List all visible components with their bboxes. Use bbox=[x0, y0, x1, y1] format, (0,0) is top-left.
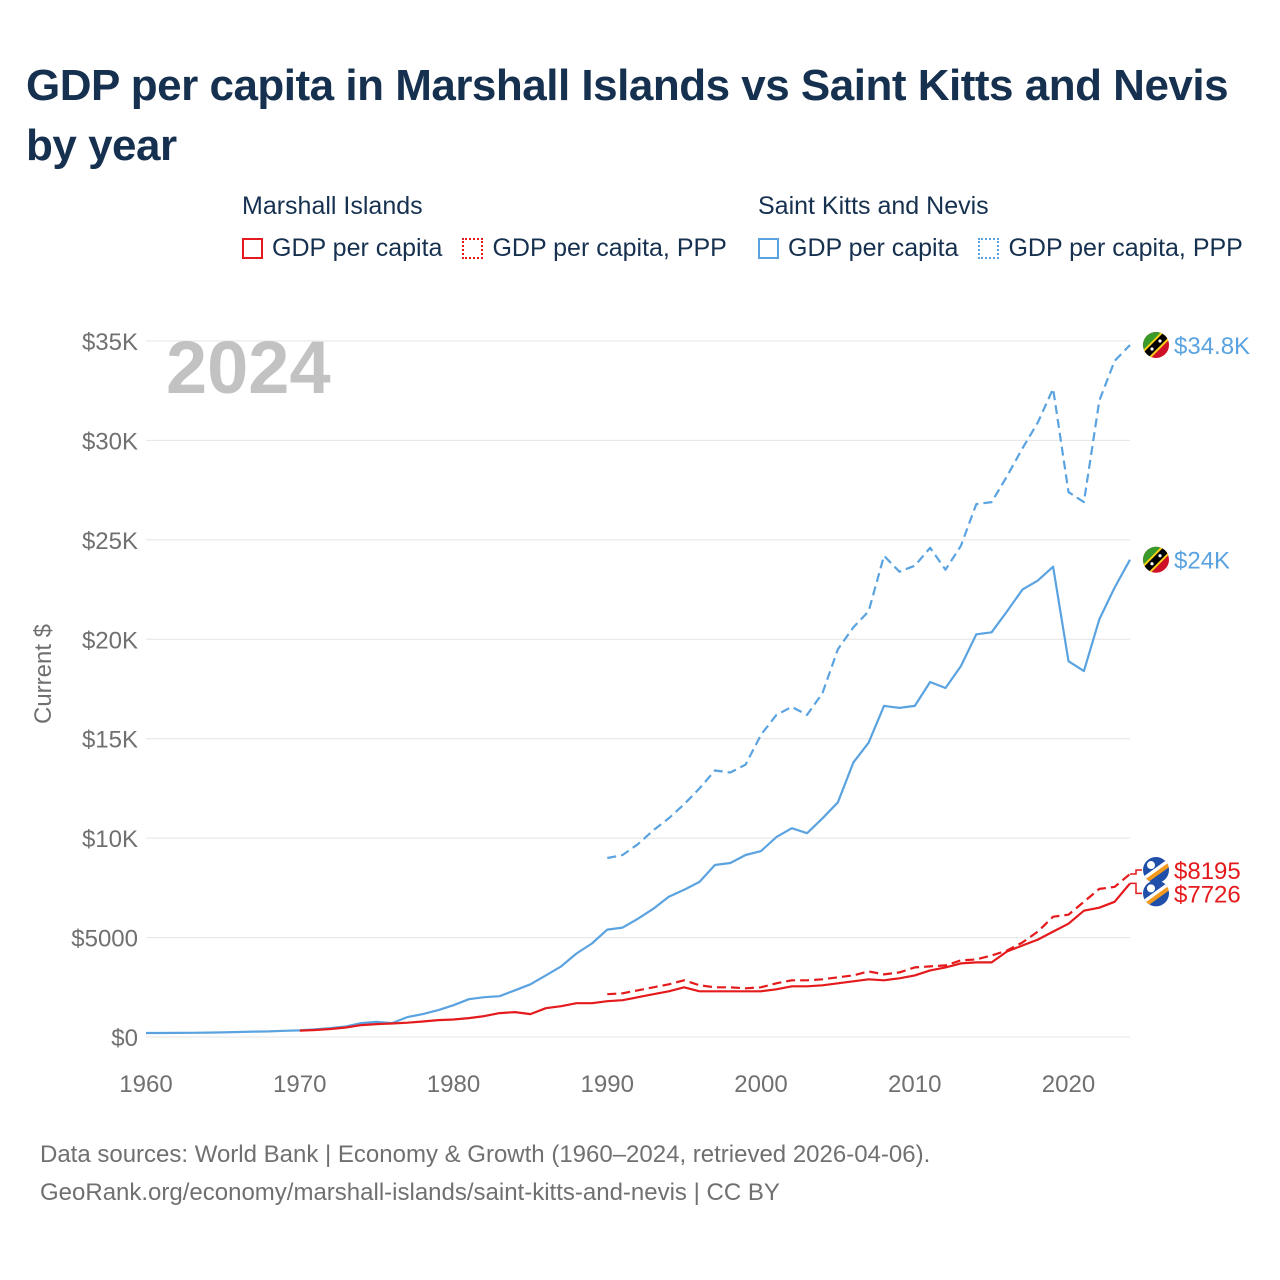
legend-swatch-dotted bbox=[462, 238, 484, 259]
marshall-islands-flag-icon bbox=[1143, 880, 1169, 907]
x-axis-ticks: 1960 1970 1980 1990 2000 2010 2020 bbox=[119, 1071, 1095, 1098]
saint-kitts-flag-icon bbox=[1143, 546, 1169, 573]
series-line bbox=[299, 882, 1131, 1032]
x-tick-label: 1980 bbox=[427, 1071, 480, 1098]
series-end-label: $24K bbox=[1174, 548, 1230, 575]
legend-item-label: GDP per capita bbox=[272, 234, 443, 262]
series-end-label: $34.8K bbox=[1174, 333, 1250, 360]
legend-swatch-solid bbox=[242, 238, 263, 259]
saint-kitts-flag-icon bbox=[1143, 331, 1169, 358]
legend-group-marshall-islands: Marshall Islands GDP per capita GDP per … bbox=[242, 192, 727, 263]
y-axis-label: Current $ bbox=[30, 624, 57, 724]
x-tick-label: 1960 bbox=[119, 1071, 172, 1098]
legend-swatch-solid bbox=[758, 238, 779, 259]
y-tick-label: $20K bbox=[82, 627, 138, 654]
year-watermark: 2024 bbox=[166, 326, 331, 409]
y-axis-ticks: $0 $5000 $10K $15K $20K $25K $30K $35K bbox=[71, 329, 138, 1052]
y-tick-label: $10K bbox=[82, 826, 138, 853]
y-tick-label: $35K bbox=[82, 329, 138, 356]
source-url-text: GeoRank.org/economy/marshall-islands/sai… bbox=[40, 1179, 780, 1206]
series-line bbox=[607, 344, 1131, 860]
marshall-islands-flag-icon bbox=[1143, 857, 1169, 884]
legend-group-saint-kitts-and-nevis: Saint Kitts and Nevis GDP per capita GDP… bbox=[758, 192, 1243, 263]
series-lines bbox=[146, 344, 1131, 1035]
y-tick-label: $5000 bbox=[71, 926, 138, 953]
gridlines bbox=[146, 340, 1130, 1038]
label-connector bbox=[1130, 869, 1142, 875]
label-connector bbox=[1130, 882, 1142, 895]
y-tick-label: $25K bbox=[82, 528, 138, 555]
x-tick-label: 1970 bbox=[273, 1071, 326, 1098]
y-tick-label: $15K bbox=[82, 727, 138, 754]
x-tick-label: 2020 bbox=[1042, 1071, 1095, 1098]
x-tick-label: 2000 bbox=[734, 1071, 787, 1098]
footer: Data sources: World Bank | Economy & Gro… bbox=[40, 1136, 930, 1212]
x-tick-label: 2010 bbox=[888, 1071, 941, 1098]
legend-item-label: GDP per capita, PPP bbox=[1008, 234, 1243, 262]
y-tick-label: $0 bbox=[111, 1025, 138, 1052]
series-line bbox=[607, 873, 1131, 996]
page-title: GDP per capita in Marshall Islands vs Sa… bbox=[26, 61, 1229, 170]
series-end-label: $8195 bbox=[1174, 858, 1241, 885]
end-labels: $34.8K $24K $8195$7726 bbox=[1130, 331, 1250, 908]
legend-item-label: GDP per capita bbox=[788, 234, 959, 262]
legend-group-name: Saint Kitts and Nevis bbox=[758, 192, 989, 220]
legend-swatch-dotted bbox=[978, 238, 1000, 259]
legend-item-label: GDP per capita, PPP bbox=[492, 234, 727, 262]
legend-group-name: Marshall Islands bbox=[242, 192, 423, 220]
y-tick-label: $30K bbox=[82, 428, 138, 455]
data-source-text: Data sources: World Bank | Economy & Gro… bbox=[40, 1141, 931, 1168]
x-tick-label: 1990 bbox=[581, 1071, 634, 1098]
series-end-label: $7726 bbox=[1174, 881, 1241, 908]
